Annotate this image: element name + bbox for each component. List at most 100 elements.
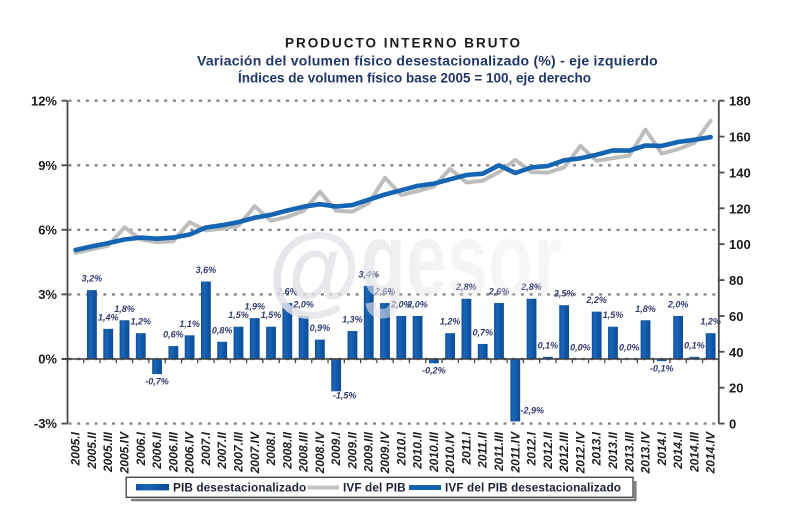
svg-text:2007.II: 2007.II	[215, 431, 229, 469]
svg-text:160: 160	[729, 130, 751, 145]
svg-text:2,0%: 2,0%	[292, 299, 314, 309]
svg-text:2011.I: 2011.I	[459, 431, 473, 465]
svg-text:2010.IV: 2010.IV	[443, 431, 457, 474]
svg-text:0,9%: 0,9%	[310, 323, 331, 333]
svg-text:60: 60	[729, 309, 743, 324]
svg-text:IVF del PIB: IVF del PIB	[343, 480, 406, 494]
svg-text:1,2%: 1,2%	[131, 317, 152, 327]
svg-text:2012.II: 2012.II	[541, 431, 555, 469]
svg-text:-0,1%: -0,1%	[650, 364, 674, 374]
svg-text:3,2%: 3,2%	[82, 274, 103, 284]
svg-text:2010.III: 2010.III	[427, 431, 441, 473]
svg-text:2,6%: 2,6%	[276, 287, 298, 297]
svg-text:1,5%: 1,5%	[261, 310, 282, 320]
svg-text:2011.III: 2011.III	[492, 431, 506, 472]
svg-text:1,8%: 1,8%	[114, 304, 135, 314]
svg-text:2008.I: 2008.I	[264, 431, 278, 466]
svg-text:Índices de volumen físico base: Índices de volumen físico base 2005 = 10…	[238, 71, 591, 86]
svg-text:2009.III: 2009.III	[362, 431, 376, 473]
svg-text:1,3%: 1,3%	[342, 315, 363, 325]
svg-text:0,0%: 0,0%	[570, 343, 591, 353]
svg-text:2,0%: 2,0%	[667, 299, 689, 309]
svg-text:2006.III: 2006.III	[166, 431, 180, 473]
svg-text:0: 0	[729, 417, 736, 432]
svg-text:0%: 0%	[38, 352, 57, 367]
svg-text:3,4%: 3,4%	[358, 269, 379, 279]
svg-text:PIB desestacionalizado: PIB desestacionalizado	[173, 480, 306, 494]
svg-text:6%: 6%	[38, 222, 57, 237]
svg-text:1,9%: 1,9%	[244, 302, 265, 312]
svg-text:80: 80	[729, 273, 743, 288]
svg-text:0,8%: 0,8%	[212, 325, 233, 335]
svg-text:2,5%: 2,5%	[553, 289, 575, 299]
svg-text:1,1%: 1,1%	[179, 319, 200, 329]
svg-text:-0,2%: -0,2%	[422, 366, 446, 376]
svg-text:2,6%: 2,6%	[374, 287, 396, 297]
svg-text:2007.I: 2007.I	[199, 431, 213, 466]
svg-text:Variación del volumen físico d: Variación del volumen físico desestacion…	[197, 52, 658, 68]
svg-text:2009.I: 2009.I	[329, 431, 343, 466]
svg-text:3%: 3%	[38, 287, 57, 302]
svg-text:40: 40	[729, 345, 743, 360]
svg-text:180: 180	[729, 94, 751, 109]
svg-text:2005.IV: 2005.IV	[117, 431, 131, 474]
svg-text:2009.IV: 2009.IV	[378, 431, 392, 474]
svg-text:2014.I: 2014.I	[655, 431, 669, 466]
svg-text:2005.II: 2005.II	[85, 431, 99, 469]
svg-text:1,2%: 1,2%	[440, 317, 461, 327]
svg-text:gesor: gesor	[361, 202, 562, 320]
svg-text:@: @	[268, 213, 361, 325]
svg-text:-2,9%: -2,9%	[521, 405, 545, 415]
svg-text:2006.I: 2006.I	[134, 431, 148, 466]
svg-text:-1,5%: -1,5%	[333, 390, 357, 400]
svg-text:2011.IV: 2011.IV	[508, 431, 522, 473]
svg-text:2013.IV: 2013.IV	[639, 431, 653, 474]
svg-text:2012.IV: 2012.IV	[573, 431, 587, 474]
svg-text:-0,7%: -0,7%	[145, 376, 169, 386]
svg-text:1,2%: 1,2%	[700, 317, 721, 327]
svg-text:1,4%: 1,4%	[98, 312, 119, 322]
svg-text:12%: 12%	[31, 93, 57, 108]
svg-text:3,6%: 3,6%	[196, 265, 217, 275]
svg-text:2007.IV: 2007.IV	[248, 431, 262, 474]
svg-text:2,6%: 2,6%	[488, 287, 510, 297]
svg-text:2008.IV: 2008.IV	[313, 431, 327, 474]
svg-text:0,1%: 0,1%	[538, 340, 559, 350]
svg-text:0,0%: 0,0%	[619, 343, 640, 353]
svg-text:2,0%: 2,0%	[390, 299, 412, 309]
svg-text:2,8%: 2,8%	[455, 282, 477, 292]
svg-text:2010.I: 2010.I	[394, 431, 408, 466]
svg-text:2008.II: 2008.II	[280, 431, 294, 469]
svg-text:2006.IV: 2006.IV	[183, 431, 197, 474]
svg-text:2011.II: 2011.II	[476, 431, 490, 468]
svg-text:1,8%: 1,8%	[635, 304, 656, 314]
svg-text:140: 140	[729, 166, 751, 181]
svg-text:2,2%: 2,2%	[585, 295, 607, 305]
svg-text:2012.III: 2012.III	[557, 431, 571, 473]
svg-text:9%: 9%	[38, 158, 57, 173]
svg-text:0,7%: 0,7%	[472, 327, 493, 337]
svg-text:2005.I: 2005.I	[69, 431, 83, 466]
svg-text:2014.II: 2014.II	[671, 431, 685, 469]
svg-text:2013.II: 2013.II	[606, 431, 620, 469]
svg-text:20: 20	[729, 381, 743, 396]
svg-text:2014.III: 2014.III	[687, 431, 701, 473]
svg-text:-3%: -3%	[34, 416, 58, 431]
svg-text:1,5%: 1,5%	[603, 310, 624, 320]
svg-text:2010.II: 2010.II	[411, 431, 425, 469]
svg-text:120: 120	[729, 201, 751, 216]
svg-text:2009.II: 2009.II	[345, 431, 359, 469]
svg-text:2013.III: 2013.III	[622, 431, 636, 473]
svg-text:100: 100	[729, 237, 751, 252]
svg-text:2,8%: 2,8%	[520, 282, 542, 292]
svg-text:2006.II: 2006.II	[150, 431, 164, 469]
svg-text:2014.IV: 2014.IV	[704, 431, 718, 474]
svg-text:2008.III: 2008.III	[297, 431, 311, 473]
svg-text:IVF del PIB desestacionalizado: IVF del PIB desestacionalizado	[445, 480, 621, 494]
svg-text:0,6%: 0,6%	[163, 330, 184, 340]
svg-text:2013.I: 2013.I	[590, 431, 604, 466]
svg-text:2012.I: 2012.I	[525, 431, 539, 466]
svg-text:2005.III: 2005.III	[101, 431, 115, 473]
svg-text:PRODUCTO INTERNO BRUTO: PRODUCTO INTERNO BRUTO	[285, 35, 522, 50]
svg-text:2,0%: 2,0%	[406, 299, 428, 309]
